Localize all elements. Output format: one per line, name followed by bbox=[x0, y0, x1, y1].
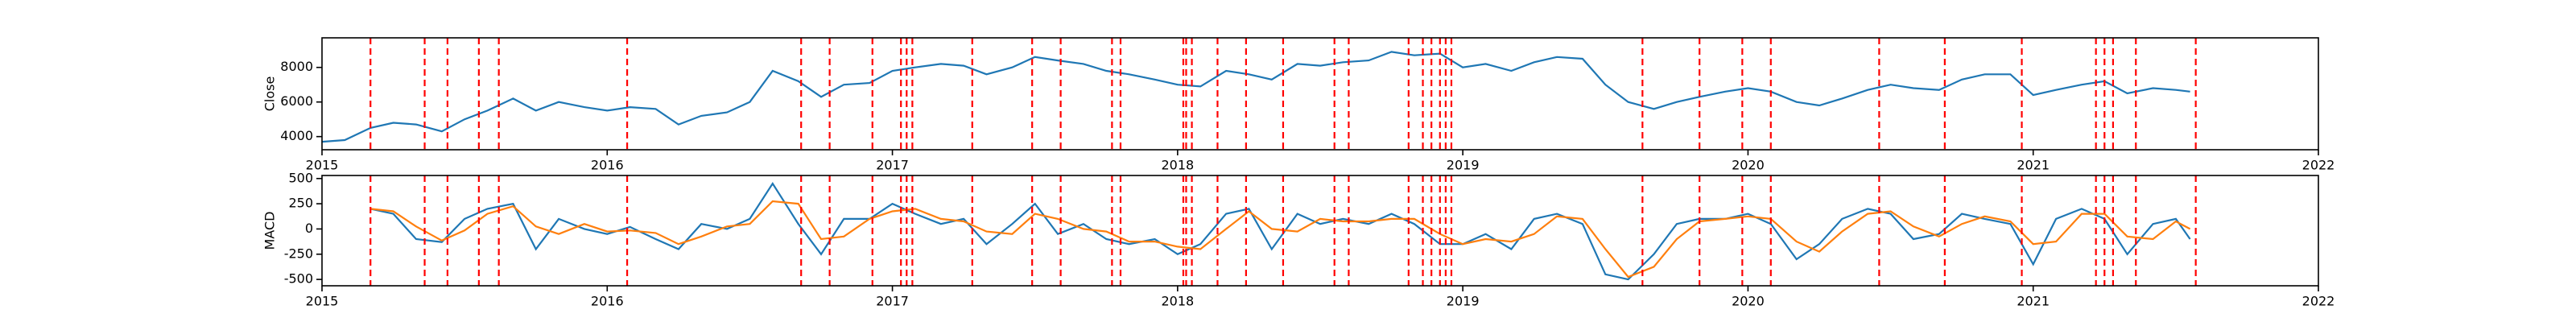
y-tick-label: 6000 bbox=[280, 93, 313, 109]
x-tick-label: 2021 bbox=[2017, 294, 2050, 309]
x-tick-label: 2015 bbox=[306, 158, 339, 173]
x-tick-label: 2017 bbox=[876, 158, 909, 173]
x-tick-label: 2015 bbox=[306, 294, 339, 309]
x-tick-label: 2020 bbox=[1732, 294, 1765, 309]
x-tick-label: 2016 bbox=[591, 294, 624, 309]
y-tick-label: 4000 bbox=[280, 128, 313, 143]
x-tick-label: 2018 bbox=[1161, 294, 1194, 309]
axes-frame bbox=[321, 175, 2319, 287]
y-tick-label: 500 bbox=[288, 170, 313, 185]
y-tick-label: -250 bbox=[284, 246, 313, 261]
x-tick-label: 2022 bbox=[2302, 158, 2335, 173]
y-tick-label: 8000 bbox=[280, 59, 313, 74]
y-tick-label: -500 bbox=[284, 271, 313, 287]
x-tick-label: 2016 bbox=[591, 158, 624, 173]
y-axis-label: Close bbox=[262, 76, 278, 112]
y-axis-label: MACD bbox=[262, 212, 278, 250]
line-series bbox=[321, 51, 2190, 143]
x-tick-label: 2018 bbox=[1161, 158, 1194, 173]
axes-frame bbox=[321, 37, 2319, 151]
x-tick-label: 2022 bbox=[2302, 294, 2335, 309]
line-series bbox=[369, 181, 2191, 281]
x-tick-label: 2020 bbox=[1732, 158, 1765, 173]
y-tick-label: 250 bbox=[288, 196, 313, 211]
x-tick-label: 2017 bbox=[876, 294, 909, 309]
x-tick-label: 2019 bbox=[1447, 158, 1480, 173]
x-tick-label: 2021 bbox=[2017, 158, 2050, 173]
x-tick-label: 2019 bbox=[1447, 294, 1480, 309]
line-series bbox=[370, 200, 2191, 279]
y-tick-label: 0 bbox=[305, 221, 313, 236]
